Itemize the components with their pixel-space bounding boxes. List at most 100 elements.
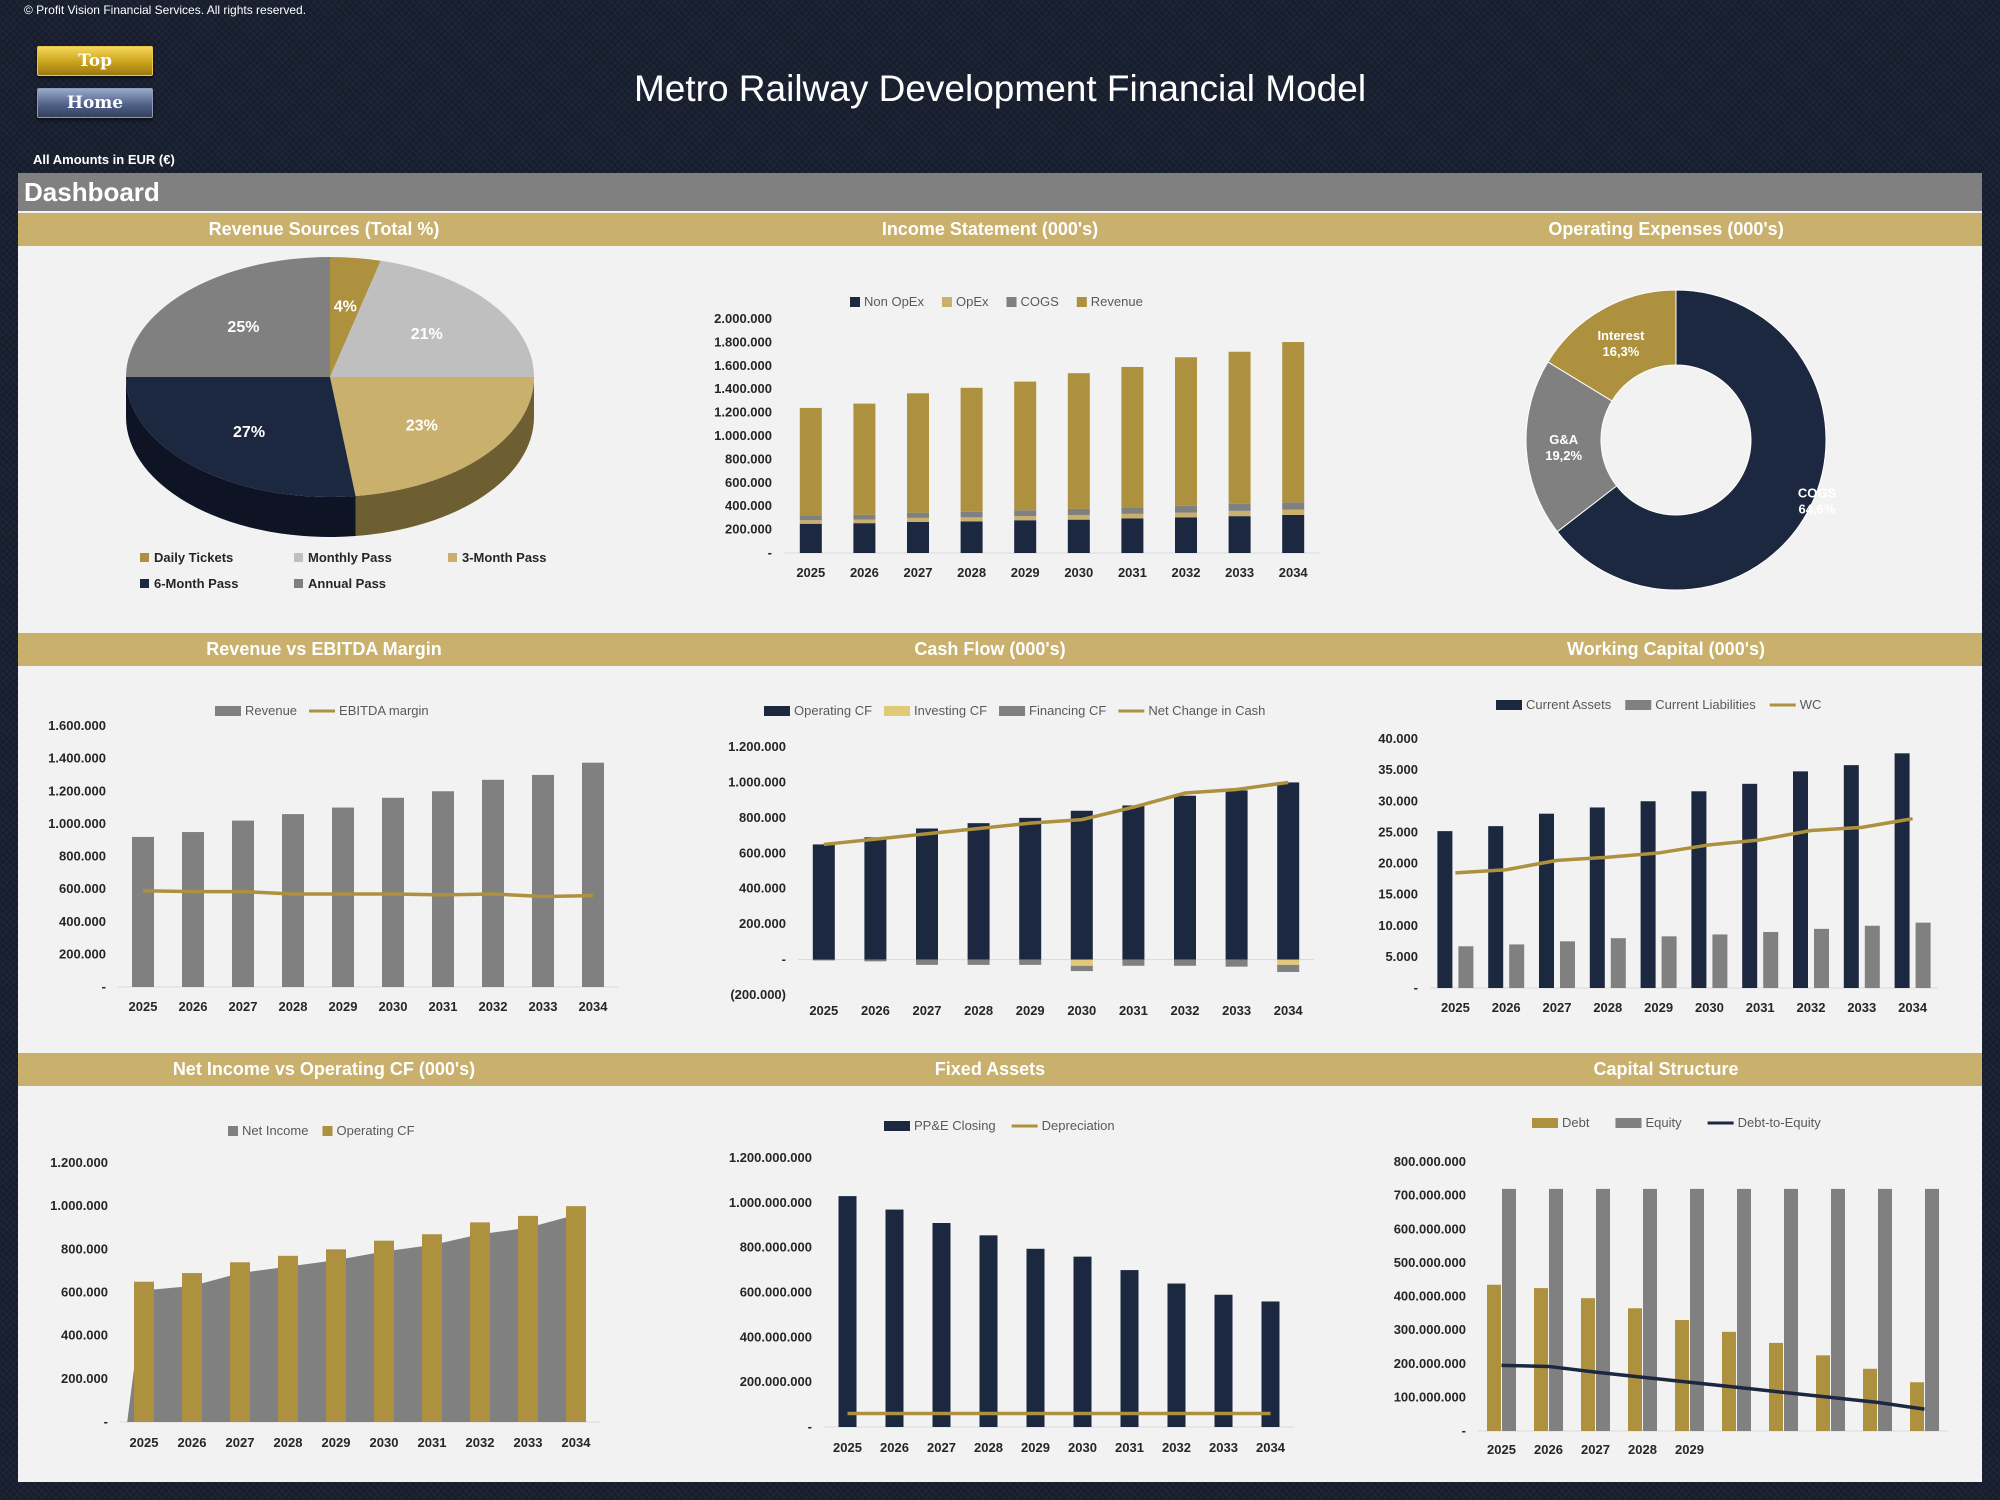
doughnut-slice <box>1525 361 1618 533</box>
legend-swatch <box>1496 700 1522 710</box>
bar <box>482 779 504 987</box>
line-series-ebitda-margin <box>142 889 594 899</box>
doughnut-value-label: 16,3% <box>1602 344 1639 359</box>
bar <box>1763 931 1779 988</box>
bar <box>1225 790 1248 960</box>
bar <box>1225 959 1248 967</box>
bar <box>1277 782 1300 960</box>
bar <box>916 828 938 960</box>
y-tick-label: 20.000 <box>1378 856 1418 871</box>
bar <box>230 1262 250 1422</box>
legend-label: Operating CF <box>794 703 872 718</box>
bar <box>1437 831 1453 988</box>
y-tick-label: 800.000.000 <box>740 1240 812 1255</box>
bar <box>799 515 822 521</box>
bar <box>1737 1188 1751 1431</box>
y-tick-label: 15.000 <box>1378 887 1418 902</box>
bar <box>799 523 822 553</box>
y-tick-label: 35.000 <box>1378 762 1418 777</box>
legend-label: Net Income <box>242 1123 308 1138</box>
bar <box>1282 514 1305 553</box>
fixed-assets-header: Fixed Assets <box>630 1053 1350 1086</box>
y-tick-label: - <box>102 979 106 994</box>
x-tick-label: 2027 <box>927 1440 956 1455</box>
legend-label: Annual Pass <box>308 576 386 591</box>
x-tick-label: 2026 <box>1492 1000 1521 1015</box>
bar <box>332 807 354 987</box>
bar <box>1915 922 1931 988</box>
x-tick-label: 2028 <box>274 1435 303 1450</box>
x-tick-label: 2027 <box>1581 1442 1610 1457</box>
bar <box>1864 925 1880 988</box>
x-tick-label: 2025 <box>809 1003 838 1018</box>
capital-structure-header: Capital Structure <box>1350 1053 1982 1086</box>
bar <box>885 1209 904 1427</box>
bar <box>960 511 983 518</box>
legend-label: Revenue <box>245 703 297 718</box>
bar <box>1167 1283 1186 1427</box>
bar <box>1014 520 1037 553</box>
y-tick-label: 400.000.000 <box>1394 1289 1466 1304</box>
x-tick-label: 2030 <box>1067 1003 1096 1018</box>
y-tick-label: 1.000.000 <box>48 816 106 831</box>
bar <box>1843 765 1859 988</box>
bar <box>1925 1188 1939 1431</box>
bar <box>853 519 876 524</box>
bar <box>1067 508 1090 515</box>
x-tick-label: 2025 <box>129 999 158 1014</box>
doughnut-slice <box>1556 289 1827 591</box>
x-tick-label: 2033 <box>1225 565 1254 580</box>
bar <box>566 1206 586 1422</box>
bar <box>853 403 876 515</box>
bar <box>1121 507 1144 514</box>
pie-slice <box>330 257 381 377</box>
legend-swatch <box>941 297 952 307</box>
x-tick-label: 2033 <box>529 999 558 1014</box>
y-tick-label: - <box>782 952 786 967</box>
x-tick-label: 2032 <box>1162 1440 1191 1455</box>
bar <box>1534 1288 1548 1431</box>
bar <box>1014 516 1037 521</box>
bar <box>812 959 835 961</box>
x-tick-label: 2025 <box>1487 1442 1516 1457</box>
x-tick-label: 2032 <box>1171 1003 1200 1018</box>
bar <box>1070 965 1093 972</box>
x-tick-label: 2030 <box>379 999 408 1014</box>
top-button[interactable]: Top <box>37 46 153 76</box>
bar <box>960 387 983 512</box>
bar <box>960 517 983 522</box>
x-tick-label: 2028 <box>1628 1442 1657 1457</box>
bar <box>278 1255 298 1422</box>
x-tick-label: 2027 <box>904 565 933 580</box>
x-tick-label: 2029 <box>1675 1442 1704 1457</box>
bar <box>1019 959 1042 965</box>
x-tick-label: 2025 <box>796 565 825 580</box>
y-tick-label: 30.000 <box>1378 793 1418 808</box>
y-tick-label: 1.400.000 <box>48 751 106 766</box>
x-tick-label: 2031 <box>1119 1003 1148 1018</box>
y-tick-label: 800.000.000 <box>1394 1154 1466 1169</box>
x-tick-label: 2030 <box>1064 565 1093 580</box>
bar <box>1282 342 1305 503</box>
bar <box>1814 928 1829 988</box>
bar <box>132 836 154 987</box>
bar <box>518 1215 538 1422</box>
pie-data-label: 27% <box>233 424 265 441</box>
bar <box>1014 510 1037 517</box>
bar <box>1691 791 1707 988</box>
home-button[interactable]: Home <box>37 88 153 118</box>
x-tick-label: 2032 <box>466 1435 495 1450</box>
y-tick-label: 200.000 <box>61 1371 108 1386</box>
legend-label: EBITDA margin <box>339 703 429 718</box>
y-tick-label: 1.000.000 <box>714 428 772 443</box>
bar <box>1722 1331 1736 1431</box>
y-tick-label: 700.000.000 <box>1394 1188 1466 1203</box>
bar <box>432 791 454 987</box>
bar <box>1121 366 1144 508</box>
bar <box>864 837 887 960</box>
bar <box>1026 1248 1045 1427</box>
bar <box>1228 510 1251 517</box>
legend-label: Daily Tickets <box>154 550 233 565</box>
bar <box>1070 959 1093 966</box>
